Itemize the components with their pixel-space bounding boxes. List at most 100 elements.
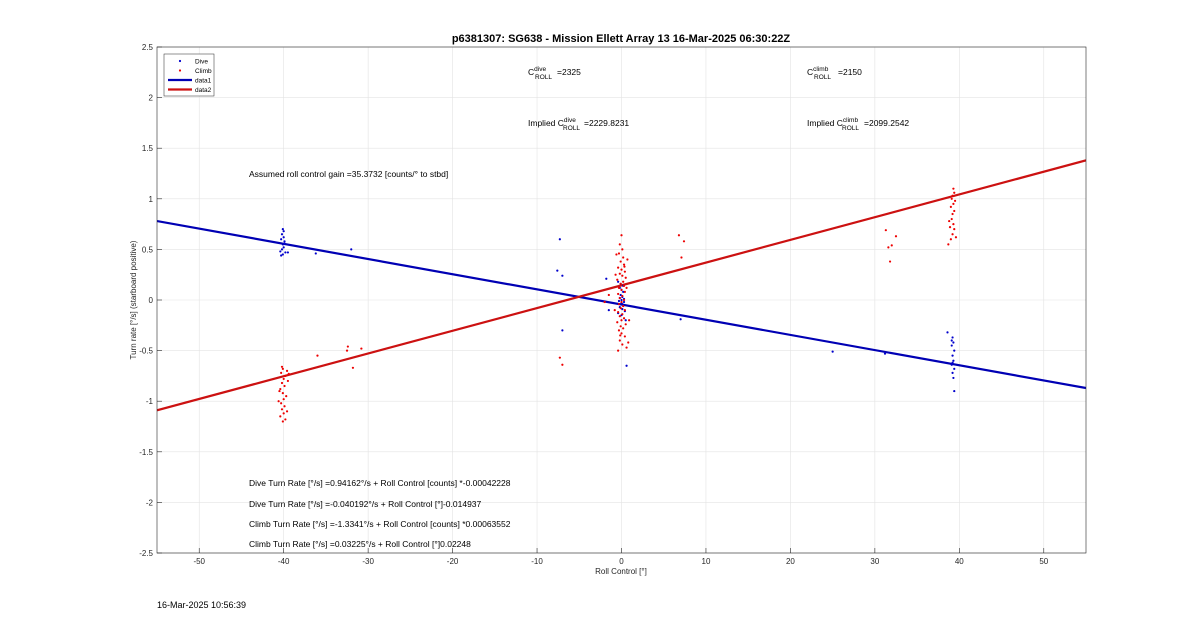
data-point-climb <box>620 234 623 237</box>
x-tick-label: 30 <box>870 557 879 566</box>
implied-climb-value: =2099.2542 <box>864 118 909 128</box>
data-point-climb <box>951 233 954 236</box>
data-point-dive <box>951 336 954 339</box>
data-point-climb <box>614 273 617 276</box>
c-roll-dive-base: C <box>528 67 534 77</box>
data-point-climb <box>280 402 283 405</box>
data-point-dive <box>280 248 284 251</box>
data-point-climb <box>622 298 626 302</box>
legend-label-dive: Dive <box>195 58 208 65</box>
data-point-dive <box>284 251 287 254</box>
roll-gain-annotation: Assumed roll control gain =35.3732 [coun… <box>249 169 448 179</box>
data-point-climb <box>624 276 627 279</box>
data-point-climb <box>616 321 619 324</box>
data-point-dive <box>282 246 285 249</box>
data-point-climb <box>623 265 626 268</box>
data-point-dive <box>620 298 623 302</box>
y-tick-label: 2 <box>149 94 154 103</box>
c-roll-climb-base: C <box>807 67 813 77</box>
plot-series <box>157 159 1086 423</box>
data-point-dive <box>622 290 625 294</box>
data-point-climb <box>628 319 631 322</box>
data-point-dive <box>282 236 285 239</box>
data-point-climb <box>621 313 624 316</box>
data-point-climb <box>617 311 620 314</box>
x-tick-label: -30 <box>362 557 374 566</box>
data-point-climb <box>951 194 954 197</box>
data-point-dive <box>951 361 954 364</box>
data-point-dive <box>282 230 285 233</box>
c-roll-climb-annotation: Cclimb ROLL =2150 <box>807 66 862 81</box>
data-point-climb <box>620 332 623 335</box>
x-tick-label: 40 <box>955 557 964 566</box>
data-point-dive <box>950 344 953 347</box>
fit-annotation-climb-counts: Climb Turn Rate [°/s] =-1.3341°/s + Roll… <box>249 519 511 529</box>
implied-dive-sub: ROLL <box>563 125 580 132</box>
data-point-climb <box>279 415 282 418</box>
data-point-climb <box>951 212 954 216</box>
y-tick-label: -1.5 <box>139 448 153 457</box>
data-point-dive <box>281 243 284 246</box>
data-point-climb <box>620 288 623 291</box>
data-point-dive <box>624 319 627 322</box>
data-point-climb <box>954 236 958 239</box>
data-point-climb <box>947 243 950 246</box>
data-point-climb <box>281 392 284 395</box>
data-point-climb <box>618 339 621 342</box>
data-point-dive <box>605 277 608 280</box>
data-point-climb <box>280 408 284 411</box>
data-point-dive <box>281 228 284 231</box>
data-point-climb <box>625 286 628 289</box>
data-point-climb <box>285 395 288 398</box>
legend-marker-dive <box>178 59 182 63</box>
x-tick-label: -20 <box>447 557 459 566</box>
data-point-climb <box>282 412 285 415</box>
legend-label-data1: data1 <box>195 77 212 84</box>
data-point-dive <box>283 242 286 245</box>
data-point-climb <box>620 300 623 304</box>
data-point-climb <box>279 387 282 391</box>
data-point-climb <box>950 197 953 200</box>
data-point-climb <box>558 356 561 359</box>
data-point-climb <box>603 300 606 304</box>
implied-climb-prefix: Implied C <box>807 118 843 128</box>
data-point-climb <box>617 292 620 296</box>
data-point-climb <box>621 343 624 346</box>
data-point-dive <box>951 371 954 374</box>
data-point-dive <box>280 233 284 236</box>
data-point-dive <box>556 269 559 272</box>
data-point-climb <box>949 205 952 208</box>
data-point-climb <box>284 374 287 377</box>
x-axis-label: Roll Control [°] <box>595 567 647 576</box>
data-point-climb <box>283 405 286 408</box>
data-point-climb <box>360 347 363 350</box>
data-point-climb <box>627 341 630 344</box>
data-point-climb <box>617 286 621 289</box>
data-point-climb <box>287 372 290 375</box>
data-point-dive <box>625 364 628 367</box>
implied-dive-prefix: Implied C <box>528 118 564 128</box>
data-point-dive <box>283 240 286 243</box>
data-point-climb <box>953 191 956 194</box>
c-roll-climb-sup: climb <box>813 66 829 73</box>
data-point-dive <box>946 331 949 334</box>
data-point-climb <box>623 309 626 312</box>
data-point-climb <box>617 266 620 269</box>
data-point-climb <box>622 256 625 259</box>
data-point-climb <box>620 268 623 271</box>
data-point-climb <box>953 199 957 202</box>
data-point-climb <box>619 334 622 337</box>
implied-c-roll-climb-annotation: Implied Cclimb ROLL =2099.2542 <box>807 117 909 132</box>
fit-line-data2 <box>157 159 1086 412</box>
data-point-climb <box>282 398 285 401</box>
data-point-dive <box>281 253 284 256</box>
data-point-climb <box>622 327 625 330</box>
data-point-climb <box>621 294 624 298</box>
fit-annotation-dive-counts: Dive Turn Rate [°/s] =0.94162°/s + Roll … <box>249 478 511 488</box>
c-roll-dive-sup: dive <box>534 66 546 73</box>
data-point-climb <box>887 246 890 249</box>
data-point-climb <box>950 217 953 221</box>
x-tick-label: -50 <box>193 557 205 566</box>
x-tick-label: -10 <box>531 557 543 566</box>
data-point-climb <box>277 400 280 403</box>
